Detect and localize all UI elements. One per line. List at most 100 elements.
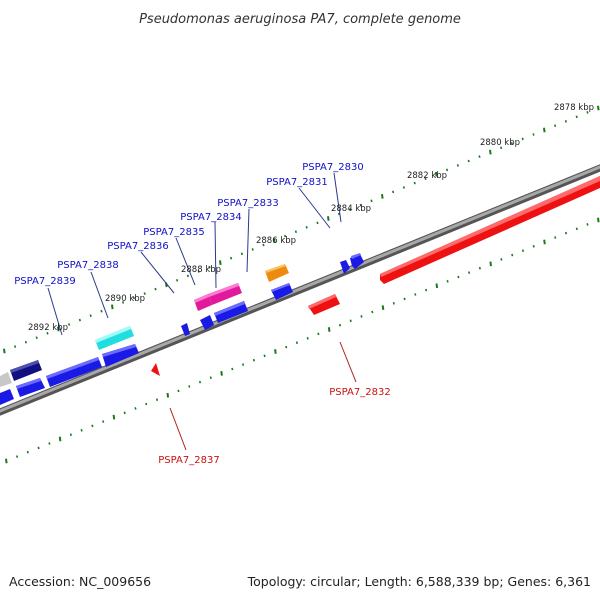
accession-text: Accession: NC_009656	[9, 574, 151, 589]
tick-mark	[295, 341, 298, 345]
gene-feature-pspa7-2839	[10, 360, 42, 381]
tick-mark	[188, 385, 191, 388]
gene-feature-blue-long	[46, 357, 102, 387]
tick-mark	[306, 336, 309, 340]
tick-mark	[198, 380, 202, 384]
tick-mark	[317, 332, 320, 336]
tick-mark	[69, 433, 72, 437]
scale-label-2884: 2884 kbp	[331, 204, 371, 214]
tick-mark	[80, 428, 83, 432]
tick-mark	[327, 216, 330, 221]
tick-mark	[511, 253, 514, 257]
scale-label-2878: 2878 kbp	[554, 103, 594, 113]
tick-mark	[381, 305, 385, 311]
connector-pspa7-2836	[140, 251, 175, 294]
tick-mark	[46, 331, 49, 335]
tick-mark	[208, 265, 211, 269]
connector-pspa7-2835	[175, 237, 196, 286]
gene-feature-pspa7-2838	[95, 326, 134, 350]
tick-mark	[425, 288, 428, 292]
tick-mark	[478, 155, 481, 158]
gene-label-pspa7-2838[interactable]: PSPA7_2838	[57, 260, 118, 271]
gene-feature-gray	[0, 372, 12, 387]
tick-mark	[338, 323, 342, 327]
gene-feature-orange-neighbour	[271, 283, 293, 300]
tick-mark	[435, 283, 439, 289]
tick-mark	[89, 314, 92, 318]
tick-mark	[359, 203, 362, 207]
gene-label-pspa7-2837[interactable]: PSPA7_2837	[158, 455, 219, 466]
scale-label-2882: 2882 kbp	[407, 171, 447, 181]
tick-mark	[176, 278, 179, 282]
tick-mark	[263, 354, 266, 358]
tick-mark	[78, 318, 81, 322]
tick-mark	[402, 186, 405, 189]
tick-mark	[132, 296, 135, 300]
tick-mark	[242, 363, 245, 366]
tick-mark	[392, 301, 395, 305]
gene-label-pspa7-2835[interactable]: PSPA7_2835	[143, 227, 204, 238]
tick-mark	[251, 248, 254, 251]
tick-mark	[35, 336, 38, 340]
map-title: Pseudomonas aeruginosa PA7, complete gen…	[139, 12, 461, 27]
gene-label-pspa7-2832[interactable]: PSPA7_2832	[329, 387, 390, 398]
connector-pspa7-2839	[47, 287, 63, 336]
tick-mark	[177, 389, 180, 393]
tick-mark	[91, 424, 94, 428]
tick-mark	[446, 168, 449, 172]
tick-mark	[360, 315, 363, 318]
tick-mark	[154, 287, 157, 291]
gene-feature-blue-small	[200, 315, 214, 330]
gene-label-pspa7-2833[interactable]: PSPA7_2833	[217, 198, 278, 209]
tick-mark	[586, 111, 589, 114]
connector-pspa7-2832	[339, 341, 357, 383]
tick-mark	[554, 124, 557, 128]
tick-mark	[209, 376, 212, 380]
tick-mark	[403, 297, 406, 301]
tick-mark	[371, 310, 374, 314]
gene-feature-pspa7-2836	[181, 323, 190, 336]
tick-mark	[554, 236, 557, 239]
tick-mark	[457, 275, 460, 279]
gene-label-pspa7-2830[interactable]: PSPA7_2830	[302, 162, 363, 173]
tick-mark	[284, 234, 287, 238]
gene-feature-blue-edge	[0, 389, 14, 405]
tick-mark	[370, 199, 373, 203]
tick-mark	[348, 208, 351, 211]
tick-mark	[456, 164, 459, 167]
tick-mark	[586, 223, 589, 226]
tick-mark	[575, 227, 578, 231]
summary-text: Topology: circular; Length: 6,588,339 bp…	[247, 574, 591, 589]
tick-mark	[446, 279, 449, 283]
tick-mark	[500, 146, 503, 150]
tick-mark	[338, 212, 341, 216]
tick-mark	[112, 414, 116, 420]
tick-mark	[435, 171, 438, 177]
connector-pspa7-2838	[90, 271, 109, 319]
tick-mark	[392, 190, 395, 194]
tick-mark	[68, 323, 71, 326]
gene-label-pspa7-2836[interactable]: PSPA7_2836	[107, 241, 168, 252]
tick-mark	[467, 159, 470, 163]
tick-mark	[500, 258, 503, 261]
tick-mark	[3, 348, 6, 354]
gene-feature-pspa7-2833	[265, 264, 289, 282]
tick-mark	[273, 238, 276, 243]
gene-feature-pspa7-2835	[214, 301, 248, 323]
tick-mark	[575, 115, 578, 119]
tick-mark	[16, 455, 19, 458]
tick-mark	[478, 266, 481, 270]
tick-mark	[532, 133, 535, 136]
scale-label-2880: 2880 kbp	[480, 138, 520, 148]
gene-label-pspa7-2839[interactable]: PSPA7_2839	[14, 276, 75, 287]
tick-mark	[231, 367, 234, 371]
tick-mark	[143, 292, 146, 295]
tick-mark	[166, 392, 170, 398]
tick-mark	[510, 141, 513, 145]
tick-mark	[597, 217, 600, 223]
gene-label-pspa7-2831[interactable]: PSPA7_2831	[266, 177, 327, 188]
tick-mark	[285, 345, 288, 349]
tick-mark	[564, 119, 567, 123]
gene-label-pspa7-2834[interactable]: PSPA7_2834	[180, 212, 241, 223]
